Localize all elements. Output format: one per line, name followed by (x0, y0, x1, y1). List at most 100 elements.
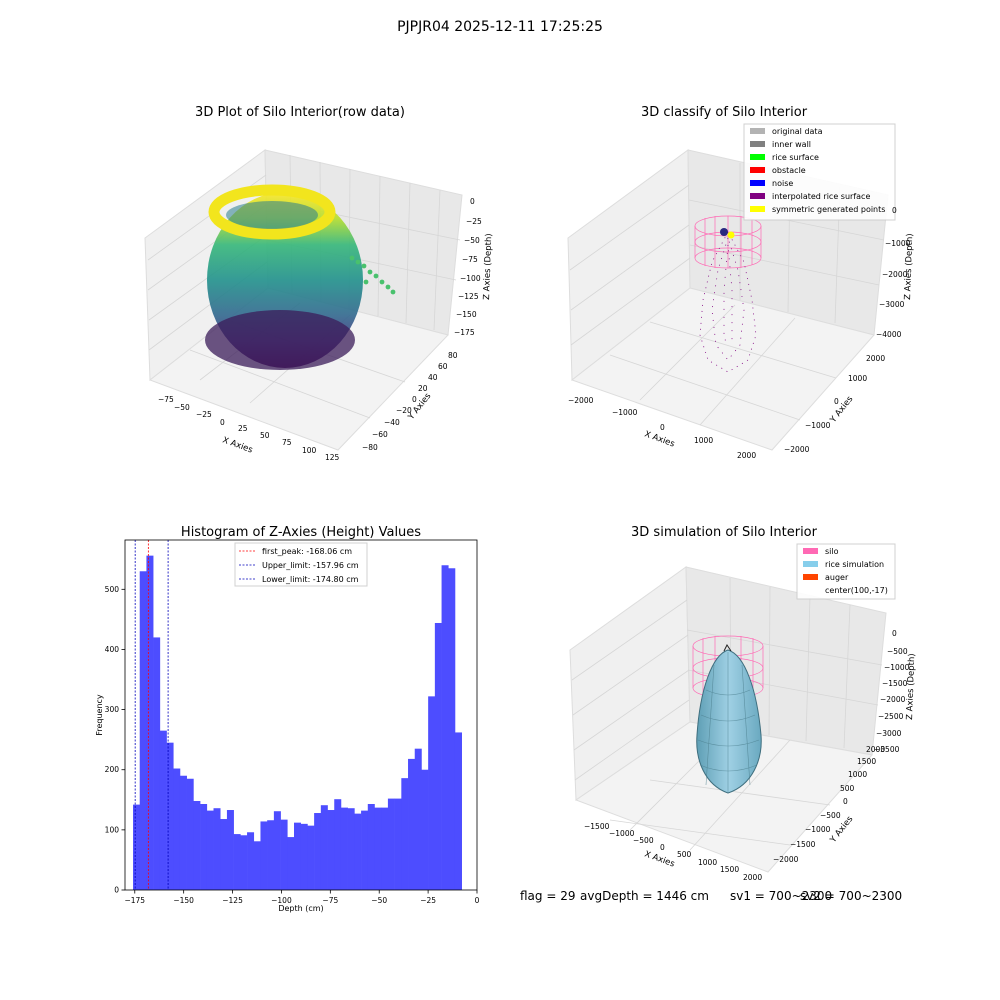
classify-3d-plot: 3D classify of Silo Interior (567, 105, 915, 460)
histogram-bar (139, 571, 147, 890)
histogram-plot-area (133, 540, 462, 890)
y-tick-label: 300 (105, 705, 120, 714)
histogram-bar (220, 819, 228, 890)
z-tick: −125 (458, 292, 479, 301)
raw-silo-bottom (205, 310, 355, 370)
y-tick-label: 0 (114, 886, 119, 895)
flag-text: flag = 29 (520, 889, 576, 903)
histogram-x-label: Depth (cm) (278, 904, 323, 913)
histogram-bar (441, 565, 449, 890)
legend-label: inner wall (772, 140, 811, 149)
x-tick: −1000 (612, 408, 638, 417)
histogram-bar (320, 805, 328, 890)
auger-marker (723, 644, 732, 652)
y-tick: 1500 (857, 757, 876, 766)
y-tick: 20 (418, 384, 428, 393)
histogram-bar (307, 825, 315, 890)
x-tick-label: −175 (124, 896, 145, 905)
simulation-z-axis: 0 −500 −1000 −1500 −2000 −2500 −3000 −35… (874, 629, 910, 754)
raw-z-label: Z Axies (Depth) (482, 233, 494, 300)
histogram-bar (314, 813, 322, 890)
z-tick: −1000 (884, 663, 910, 672)
z-tick: −2500 (878, 712, 904, 721)
y-tick: −80 (362, 443, 378, 452)
raw-x-axis: −75 −50 −25 0 25 50 75 100 125 (158, 395, 340, 462)
histogram-axes-frame (124, 539, 478, 891)
simulation-x-label: X Axies (643, 849, 676, 869)
histogram-bar (253, 841, 261, 890)
classify-x-axis: −2000 −1000 0 1000 2000 (568, 396, 756, 460)
raw-x-label: X Axies (221, 435, 254, 455)
x-tick: 0 (660, 843, 665, 852)
histogram-bar (280, 819, 288, 890)
z-tick: −2000 (882, 270, 908, 279)
y-tick: 1000 (848, 770, 867, 779)
sv2-text: sv2 = 700~2300 (800, 889, 903, 903)
histogram-bar (226, 810, 234, 890)
x-tick: 0 (660, 423, 665, 432)
z-tick: −3000 (879, 300, 905, 309)
raw-3d-plot: 3D Plot of Silo Interior(row data) −75 −… (144, 105, 494, 462)
legend-label: interpolated rice surface (772, 192, 870, 201)
histogram-bar (260, 821, 268, 890)
x-tick: 100 (302, 446, 317, 455)
simulation-x-axis: −1500 −1000 −500 0 500 1000 1500 2000 (584, 822, 762, 882)
histogram-legend: first_peak: -168.06 cm Upper_limit: -157… (234, 542, 368, 587)
histogram-bar (300, 823, 308, 890)
x-tick: 1500 (720, 865, 739, 874)
y-tick-label: 200 (105, 765, 120, 774)
z-tick: −50 (464, 236, 480, 245)
symmetric-points (727, 231, 735, 239)
x-tick: 25 (238, 424, 248, 433)
classify-y-axis: −2000 −1000 0 1000 2000 (784, 354, 885, 454)
x-tick-label: −75 (322, 896, 338, 905)
y-tick-label: 100 (105, 825, 120, 834)
z-tick: −1000 (885, 239, 911, 248)
x-tick: −75 (158, 395, 174, 404)
classify-3d-title: 3D classify of Silo Interior (641, 105, 808, 120)
z-tick: −100 (460, 274, 481, 283)
noise-cluster (720, 228, 728, 236)
legend-label: auger (825, 573, 849, 582)
raw-silo-inner (226, 201, 318, 229)
x-tick: −500 (633, 836, 654, 845)
simulation-z-label: Z Axies (Depth) (905, 653, 917, 720)
y-tick: 0 (412, 395, 417, 404)
classify-z-axis: 0 −1000 −2000 −3000 −4000 (876, 206, 911, 339)
histogram-bar (421, 769, 429, 890)
legend-label: rice surface (772, 153, 819, 162)
y-tick: −2000 (773, 855, 799, 864)
y-tick: 60 (438, 362, 448, 371)
histogram-bar (434, 622, 442, 890)
histogram-bar (408, 758, 416, 890)
histogram-bar (206, 810, 214, 890)
sv1-text: sv1 = 700~2300 (730, 889, 833, 903)
histogram-bar (293, 822, 302, 890)
x-tick-label: −50 (371, 896, 387, 905)
histogram-bar (347, 808, 355, 890)
x-tick: 1000 (694, 436, 713, 445)
histogram-bar (387, 798, 395, 890)
histogram-bar (159, 730, 167, 890)
histogram-bar (340, 807, 348, 890)
y-tick: −1000 (805, 825, 831, 834)
histogram-bar (394, 798, 402, 890)
y-tick: 80 (448, 351, 458, 360)
y-tick: −500 (820, 811, 841, 820)
raw-z-axis: 0 −25 −50 −75 −100 −125 −150 −175 (454, 197, 482, 337)
y-tick-label: 400 (105, 645, 120, 654)
avg-depth-text: avgDepth = 1446 cm (580, 889, 709, 903)
floor-pane (574, 721, 873, 873)
y-tick: 1000 (848, 374, 867, 383)
histogram-bar (173, 768, 181, 890)
histogram-bar (240, 835, 248, 890)
histogram: Histogram of Z-Axies (Height) Values −17… (95, 525, 480, 913)
histogram-bar (334, 799, 342, 890)
x-tick: −1500 (584, 822, 610, 831)
z-tick: 0 (892, 629, 897, 638)
legend-label: symmetric generated points (772, 205, 885, 214)
histogram-bar (414, 748, 422, 890)
x-tick: 1000 (698, 858, 717, 867)
x-tick: −2000 (568, 396, 594, 405)
